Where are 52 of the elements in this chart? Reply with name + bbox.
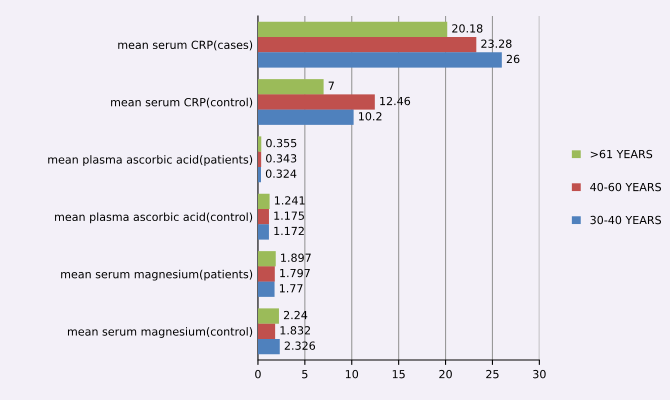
legend-label: >61 YEARS (590, 150, 652, 158)
bar (258, 94, 375, 110)
data-label: 2.326 (284, 341, 316, 350)
bar (258, 308, 279, 324)
y-tick-label: mean serum CRP(control) (111, 98, 252, 108)
data-label: 1.175 (274, 212, 304, 220)
y-tick-label: mean serum magnesium(patients) (61, 270, 252, 281)
bar (258, 79, 324, 94)
data-label: 23.28 (481, 39, 512, 48)
legend-label: 40-60 YEARS (590, 182, 662, 192)
bar (258, 324, 276, 339)
data-label: 7 (328, 82, 334, 90)
bar (258, 152, 262, 167)
data-label: 1.897 (281, 254, 311, 262)
data-label: 1.797 (280, 268, 310, 278)
x-tick-label: 5 (302, 370, 308, 378)
bar (258, 194, 270, 210)
data-label: 12.46 (380, 96, 410, 106)
data-label: 1.241 (274, 196, 305, 204)
y-tick-label: mean plasma ascorbic acid(control) (55, 212, 252, 224)
bar (258, 251, 276, 266)
x-tick-label: 15 (392, 370, 405, 378)
bar (258, 209, 269, 224)
bar (258, 338, 280, 354)
bar (258, 37, 476, 52)
data-label: 1.172 (274, 226, 304, 236)
bar (258, 224, 269, 240)
bar (258, 110, 354, 125)
data-label: 20.18 (452, 24, 482, 33)
data-label: 1.77 (280, 284, 303, 292)
data-label: 0.355 (266, 138, 296, 148)
bar (258, 166, 261, 182)
x-tick-label: 10 (346, 370, 358, 378)
data-label: 1.832 (280, 326, 310, 335)
bar (258, 266, 275, 282)
data-label: 10.2 (359, 112, 382, 121)
x-tick-label: 30 (533, 370, 546, 378)
y-tick-label: mean serum magnesium(control) (68, 327, 252, 338)
bar (258, 52, 502, 68)
legend-label: 30-40 YEARS (590, 216, 662, 224)
data-label: 0.324 (266, 169, 296, 178)
x-tick-label: 0 (255, 370, 261, 378)
bar (258, 282, 275, 297)
data-label: 2.24 (284, 310, 308, 320)
data-label: 26 (506, 54, 520, 64)
x-tick-label: 20 (439, 370, 452, 378)
y-tick-label: mean plasma ascorbic acid(patients) (48, 155, 252, 166)
bar (258, 136, 262, 152)
data-label: 0.343 (266, 154, 296, 163)
x-tick-label: 25 (486, 370, 499, 378)
y-tick-label: mean serum CRP(cases) (118, 40, 252, 50)
bar (258, 22, 448, 38)
